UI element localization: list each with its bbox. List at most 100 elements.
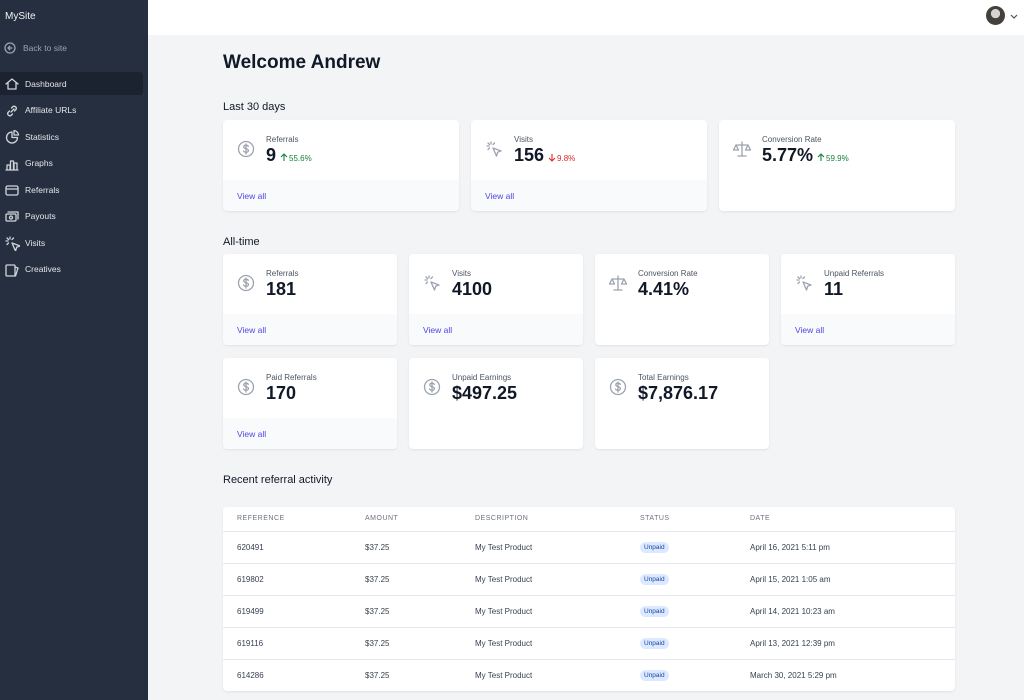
icon-part — [802, 281, 812, 291]
avatar-chevron[interactable] — [1010, 12, 1018, 20]
table-cell: My Test Product — [475, 639, 533, 648]
stat-value-row: $497.25 — [452, 383, 517, 404]
chevron — [1010, 14, 1018, 19]
section-title: Last 30 days — [223, 101, 286, 113]
trend-arrow — [280, 153, 288, 161]
page-title: Welcome Andrew — [223, 52, 381, 73]
stat-card: Visits 4100 View all — [409, 254, 583, 345]
stat-icon — [609, 378, 627, 396]
stat-icon — [237, 140, 255, 158]
table-cell: April 15, 2021 1:05 am — [750, 575, 831, 584]
column-header: STATUS — [640, 515, 670, 522]
nav-item[interactable]: Graphs — [0, 152, 143, 175]
arrow-path — [280, 153, 288, 161]
view-all-link[interactable]: View all — [237, 191, 267, 201]
stat-card: Referrals 9 55.6% View all — [223, 120, 459, 211]
nav-icon — [5, 236, 20, 251]
stat-value-row: 9 55.6% — [266, 145, 312, 166]
status-badge: Unpaid — [640, 606, 669, 617]
table-cell: My Test Product — [475, 543, 533, 552]
icon-part — [733, 141, 751, 157]
nav-item[interactable]: Creatives — [0, 258, 143, 281]
nav-icon — [5, 129, 20, 144]
nav-icon — [5, 159, 19, 171]
card-footer: View all — [409, 314, 583, 345]
table-cell: April 16, 2021 5:11 pm — [750, 543, 830, 552]
column-header: DESCRIPTION — [475, 515, 529, 522]
view-all-link[interactable]: View all — [485, 191, 515, 201]
icon-part — [430, 281, 440, 291]
table-row: 614286 $37.25 My Test Product Unpaid March 3… — [223, 659, 955, 691]
stat-value: 181 — [266, 279, 297, 299]
nav-item[interactable]: Affiliate URLs — [0, 99, 143, 122]
stat-value-row: 4.41% — [638, 279, 689, 300]
icon-part — [492, 147, 502, 157]
stat-icon — [424, 275, 440, 291]
stat-label: Unpaid Referrals — [824, 269, 885, 278]
stat-value: 9 — [266, 145, 277, 165]
view-all-link[interactable]: View all — [237, 429, 267, 439]
nav-icon — [5, 210, 19, 222]
icon-part — [13, 129, 20, 136]
nav-icon — [5, 263, 19, 277]
icon-part — [609, 378, 627, 396]
icon-part — [424, 275, 434, 285]
icon-part — [423, 378, 441, 396]
table-cell: April 14, 2021 10:23 am — [750, 607, 835, 616]
stat-icon — [733, 141, 751, 157]
nav-item[interactable]: Dashboard — [0, 72, 143, 95]
stat-label: Paid Referrals — [266, 373, 317, 382]
stat-icon — [423, 378, 441, 396]
nav-label: Creatives — [25, 264, 61, 274]
nav-item[interactable]: Statistics — [0, 125, 143, 148]
table-cell: 619116 — [237, 639, 264, 648]
stat-value: 4100 — [452, 279, 493, 299]
back-icon — [4, 42, 16, 54]
section-title: All-time — [223, 236, 260, 248]
stat-card: Referrals 181 View all — [223, 254, 397, 345]
stat-change-text: 9.8% — [557, 154, 576, 163]
icon-part — [428, 381, 436, 393]
stat-change: 59.9% — [817, 153, 849, 163]
view-all-link[interactable]: View all — [795, 325, 825, 335]
back-link[interactable]: Back to site — [23, 43, 67, 53]
referral-table: REFERENCE AMOUNT DESCRIPTION STATUS DATE 6204… — [223, 507, 955, 691]
icon-part — [7, 210, 19, 220]
stat-card: Visits 156 9.8% View all — [471, 120, 707, 211]
table-cell: 619802 — [237, 575, 264, 584]
status-badge: Unpaid — [640, 574, 669, 585]
card-footer: View all — [223, 314, 397, 345]
avatar[interactable] — [986, 6, 1005, 25]
stat-icon — [237, 378, 255, 396]
stat-icon — [796, 275, 812, 291]
nav-item[interactable]: Referrals — [0, 178, 143, 201]
stat-card: Paid Referrals 170 View all — [223, 358, 397, 449]
arrow-path — [548, 154, 556, 162]
nav-item[interactable]: Visits — [0, 231, 143, 254]
icon-part — [4, 42, 16, 54]
status-badge: Unpaid — [640, 670, 669, 681]
table-cell: $37.25 — [365, 543, 390, 552]
stat-value: 156 — [514, 145, 545, 165]
nav-label: Dashboard — [25, 78, 67, 89]
card-footer: View all — [781, 314, 955, 345]
view-all-link[interactable]: View all — [423, 325, 453, 335]
column-header: REFERENCE — [237, 515, 285, 522]
stat-value-row: 181 — [266, 279, 296, 300]
stat-label: Visits — [514, 135, 533, 144]
stat-value-row: 156 9.8% — [514, 145, 575, 166]
stat-value: $497.25 — [452, 383, 518, 403]
nav-item[interactable]: Payouts — [0, 205, 143, 228]
stat-value: 4.41% — [638, 279, 690, 299]
stat-label: Unpaid Earnings — [452, 373, 512, 382]
stat-label: Visits — [452, 269, 471, 278]
stat-value-row: 4100 — [452, 279, 492, 300]
trend-arrow — [817, 153, 825, 161]
top-bar — [148, 0, 1024, 35]
view-all-link[interactable]: View all — [237, 325, 267, 335]
stat-change: 55.6% — [280, 153, 312, 163]
nav-icon — [7, 105, 17, 116]
table-row: 619802 $37.25 My Test Product Unpaid April 1… — [223, 563, 955, 596]
nav-label: Referrals — [25, 184, 60, 195]
nav-icon — [5, 78, 19, 90]
